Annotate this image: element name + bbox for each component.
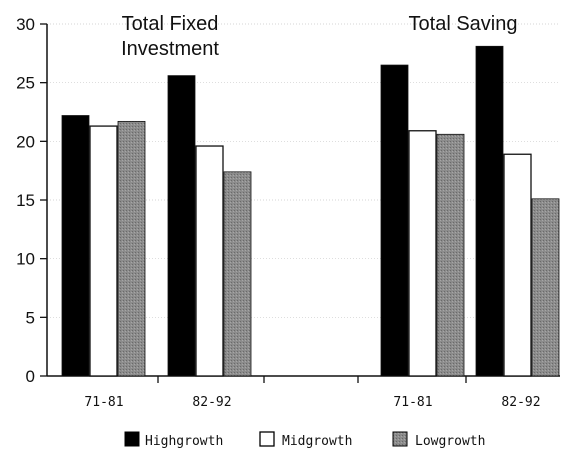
bar-highgrowth-1 <box>61 115 90 377</box>
bar-midgrowth-3 <box>408 130 437 377</box>
x-tick-label: 82-92 <box>501 395 540 410</box>
legend-swatch-lowgrowth <box>392 431 408 447</box>
bars <box>61 45 560 377</box>
x-tick-label: 82-92 <box>192 395 231 410</box>
group-title: Total Saving <box>409 13 518 35</box>
y-tick-label: 5 <box>26 308 35 327</box>
group-title: Total Fixed <box>122 13 219 35</box>
y-tick-label: 30 <box>16 15 35 34</box>
y-tick-label: 20 <box>16 132 35 151</box>
y-tick-label: 25 <box>16 74 35 93</box>
y-tick-label: 10 <box>16 250 35 269</box>
legend-label-lowgrowth: Lowgrowth <box>415 434 485 449</box>
bar-lowgrowth-4 <box>531 198 560 377</box>
legend-swatch-highgrowth <box>124 431 140 447</box>
bar-highgrowth-4 <box>475 45 504 377</box>
x-tick-label: 71-81 <box>393 395 432 410</box>
legend-label-midgrowth: Midgrowth <box>282 434 352 449</box>
bar-highgrowth-2 <box>167 75 196 377</box>
bar-midgrowth-4 <box>503 153 532 377</box>
labels: 0 5 10 15 20 25 30 71-81 82-92 71-81 82-92 Total Fi… <box>16 13 540 410</box>
bar-midgrowth-1 <box>89 125 118 377</box>
legend-item-midgrowth: Midgrowth <box>259 431 352 449</box>
legend-item-lowgrowth: Lowgrowth <box>392 431 485 449</box>
y-tick-label: 0 <box>26 367 35 386</box>
bar-lowgrowth-2 <box>223 171 252 377</box>
bar-highgrowth-3 <box>380 64 409 377</box>
legend-item-highgrowth: Highgrowth <box>124 431 223 449</box>
y-tick-label: 15 <box>16 191 35 210</box>
x-tick-label: 71-81 <box>84 395 123 410</box>
legend: Highgrowth Midgrowth Lowgrowth <box>124 431 485 449</box>
legend-label-highgrowth: Highgrowth <box>145 434 223 449</box>
bar-lowgrowth-3 <box>436 133 465 377</box>
group-title: Investment <box>121 38 219 60</box>
bar-lowgrowth-1 <box>117 120 146 377</box>
legend-swatch-midgrowth <box>259 431 275 447</box>
bar-midgrowth-2 <box>195 145 224 377</box>
